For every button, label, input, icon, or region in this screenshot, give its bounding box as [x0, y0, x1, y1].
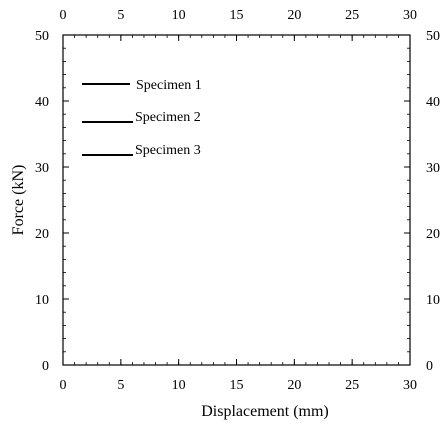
x-tick-label-top: 0 [60, 8, 67, 23]
x-tick-label-top: 5 [117, 8, 124, 23]
x-tick-label-bottom: 20 [287, 378, 301, 393]
legend: Specimen 1 Specimen 2 Specimen 3 [82, 78, 202, 158]
x-tick-label-bottom: 5 [117, 378, 124, 393]
y-tick-label-left: 20 [35, 227, 49, 242]
x-tick-label-top: 30 [403, 8, 417, 23]
y-tick-label-right: 40 [426, 95, 440, 110]
x-tick-label-top: 20 [287, 8, 301, 23]
y-tick-label-left: 0 [42, 359, 49, 374]
y-tick-label-left: 50 [35, 29, 49, 44]
y-tick-label-right: 50 [426, 29, 440, 44]
x-tick-label-bottom: 0 [60, 378, 67, 393]
x-tick-label-bottom: 10 [172, 378, 186, 393]
x-tick-label-top: 25 [345, 8, 359, 23]
y-tick-label-right: 0 [426, 359, 433, 374]
legend-label-series-1: Specimen 1 [136, 78, 202, 93]
y-axis-title: Force (kN) [10, 165, 27, 236]
x-tick-label-bottom: 30 [403, 378, 417, 393]
y-tick-label-right: 30 [426, 161, 440, 176]
major-ticks [62, 34, 411, 366]
x-tick-label-top: 15 [230, 8, 244, 23]
y-tick-label-left: 40 [35, 95, 49, 110]
x-tick-label-bottom: 25 [345, 378, 359, 393]
y-tick-label-left: 30 [35, 161, 49, 176]
y-tick-label-right: 20 [426, 227, 440, 242]
legend-label-series-2: Specimen 2 [135, 110, 201, 125]
x-tick-label-top: 10 [172, 8, 186, 23]
y-tick-label-left: 10 [35, 293, 49, 308]
legend-label-series-3: Specimen 3 [135, 143, 201, 158]
x-axis-title: Displacement (mm) [201, 403, 329, 420]
x-tick-label-bottom: 15 [230, 378, 244, 393]
y-tick-label-right: 10 [426, 293, 440, 308]
